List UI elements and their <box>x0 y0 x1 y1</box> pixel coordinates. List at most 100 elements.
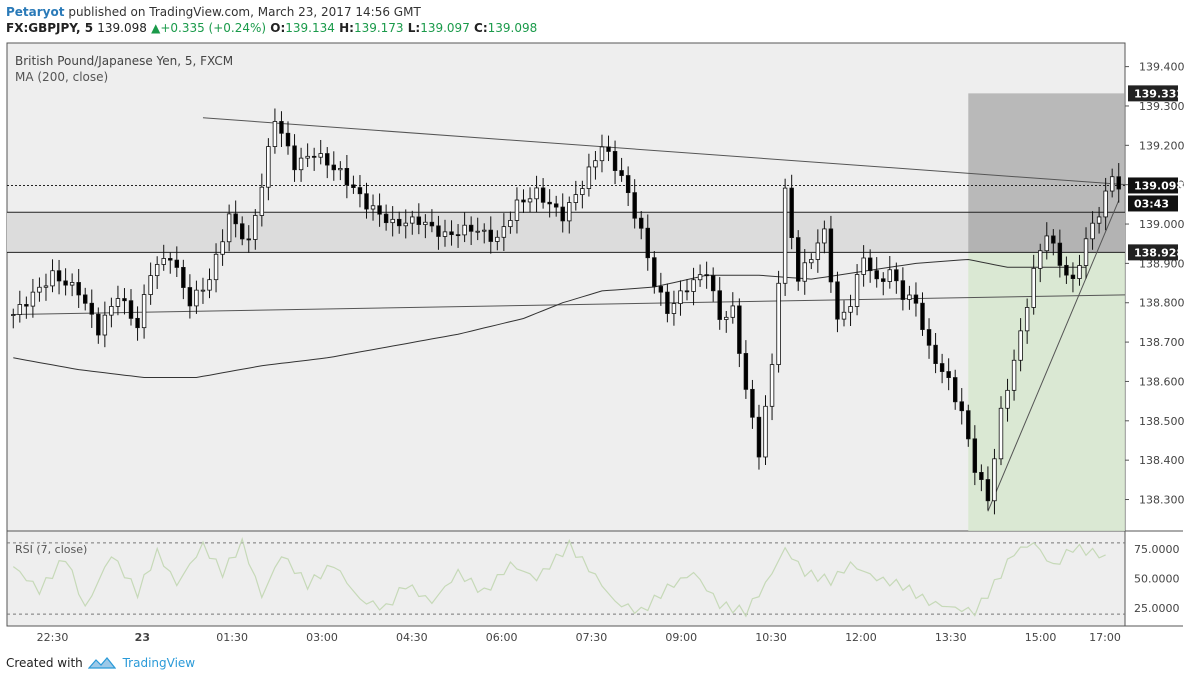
candle-body <box>1038 250 1043 269</box>
candle-body <box>776 282 781 366</box>
low-label: L: <box>407 21 421 35</box>
candle-body <box>979 472 984 480</box>
candle-body <box>985 479 991 502</box>
candle-body <box>835 281 840 320</box>
stop-zone <box>968 252 1125 531</box>
candle-body <box>488 229 493 242</box>
candle-body <box>763 405 768 458</box>
price-tick-label: 138.500 <box>1139 415 1184 428</box>
time-tick-label: 04:30 <box>396 631 428 644</box>
rsi-tick-label: 25.0000 <box>1134 602 1180 615</box>
trendline <box>202 117 1126 186</box>
candle-body <box>527 198 533 203</box>
candle-body <box>920 302 925 330</box>
candle-body <box>612 151 618 171</box>
candle-body <box>122 298 127 302</box>
created-with-label: Created with <box>6 656 83 670</box>
candle-body <box>390 218 395 224</box>
candle-body <box>737 305 742 354</box>
candle-body <box>1011 359 1017 391</box>
candle-body <box>423 221 428 225</box>
stop-price-badge: 138.928 <box>1134 246 1184 259</box>
candle-body <box>37 286 42 293</box>
candle-body <box>789 187 794 238</box>
candle-body <box>246 238 251 241</box>
candle-body <box>351 184 356 188</box>
candle-body <box>1031 267 1036 308</box>
candle-body <box>135 317 140 329</box>
candle-body <box>671 303 677 314</box>
candle-body <box>769 364 775 407</box>
candle-body <box>292 145 297 171</box>
candle-body <box>266 146 271 188</box>
candle-body <box>1070 274 1076 279</box>
candle-body <box>338 168 343 171</box>
candle-body <box>939 363 945 372</box>
rsi-pane <box>7 531 1125 626</box>
candle-body <box>867 257 873 272</box>
price-tick-label: 139.200 <box>1139 139 1184 152</box>
candle-body <box>796 237 801 282</box>
candle-body <box>881 278 886 282</box>
candle-body <box>220 241 225 255</box>
candle-body <box>102 314 108 336</box>
open-label: O: <box>270 21 286 35</box>
candle-body <box>854 274 860 307</box>
candle-body <box>30 291 36 307</box>
brand-link[interactable]: TradingView <box>122 656 196 670</box>
candle-body <box>1024 307 1030 332</box>
candle-body <box>403 222 408 227</box>
candle-body <box>259 186 265 216</box>
price-tick-label: 138.600 <box>1139 375 1184 388</box>
candle-body <box>344 168 350 186</box>
candle-body <box>455 234 461 237</box>
candle-body <box>24 304 29 307</box>
up-arrow-icon: ▲ <box>151 21 161 35</box>
price-tick-label: 138.400 <box>1139 454 1184 467</box>
candle-body <box>508 220 513 228</box>
candle-body <box>1018 330 1023 361</box>
candle-body <box>69 282 75 286</box>
candle-body <box>652 257 657 287</box>
candle-body <box>966 410 971 440</box>
candle-body <box>194 289 199 307</box>
candle-body <box>1077 265 1082 279</box>
time-tick-label: 06:00 <box>486 631 518 644</box>
time-tick-label: 07:30 <box>576 631 608 644</box>
candle-body <box>1064 264 1069 276</box>
open-value: 139.134 <box>285 21 335 35</box>
legend-title: British Pound/Japanese Yen, 5, FXCM <box>15 54 233 68</box>
ma-200-line <box>13 258 1086 378</box>
candle-body <box>207 279 212 291</box>
candle-body <box>822 228 827 244</box>
candle-body <box>76 282 81 296</box>
author-name[interactable]: Petaryot <box>6 5 65 19</box>
candle-body <box>318 153 323 158</box>
candle-body <box>370 205 376 210</box>
candle-body <box>357 187 363 195</box>
candle-body <box>599 146 605 162</box>
candle-body <box>684 290 690 293</box>
candle-body <box>802 262 807 282</box>
time-tick-label: 03:00 <box>306 631 338 644</box>
candle-body <box>678 290 683 304</box>
candle-body <box>586 166 592 189</box>
candle-body <box>632 192 637 219</box>
candle-body <box>128 300 134 319</box>
candle-body <box>521 199 526 203</box>
candle-body <box>285 132 291 147</box>
candle-body <box>926 329 932 346</box>
candle-body <box>383 213 389 224</box>
candle-body <box>848 306 853 313</box>
candle-body <box>1057 242 1063 266</box>
candle-body <box>998 407 1004 460</box>
support-resistance-band <box>7 212 1125 253</box>
candle-body <box>1109 176 1115 192</box>
candle-body <box>547 201 552 205</box>
candle-body <box>325 153 330 166</box>
time-tick-label: 01:30 <box>216 631 248 644</box>
candle-body <box>959 401 964 412</box>
candle-body <box>83 294 88 304</box>
candle-body <box>619 170 624 176</box>
